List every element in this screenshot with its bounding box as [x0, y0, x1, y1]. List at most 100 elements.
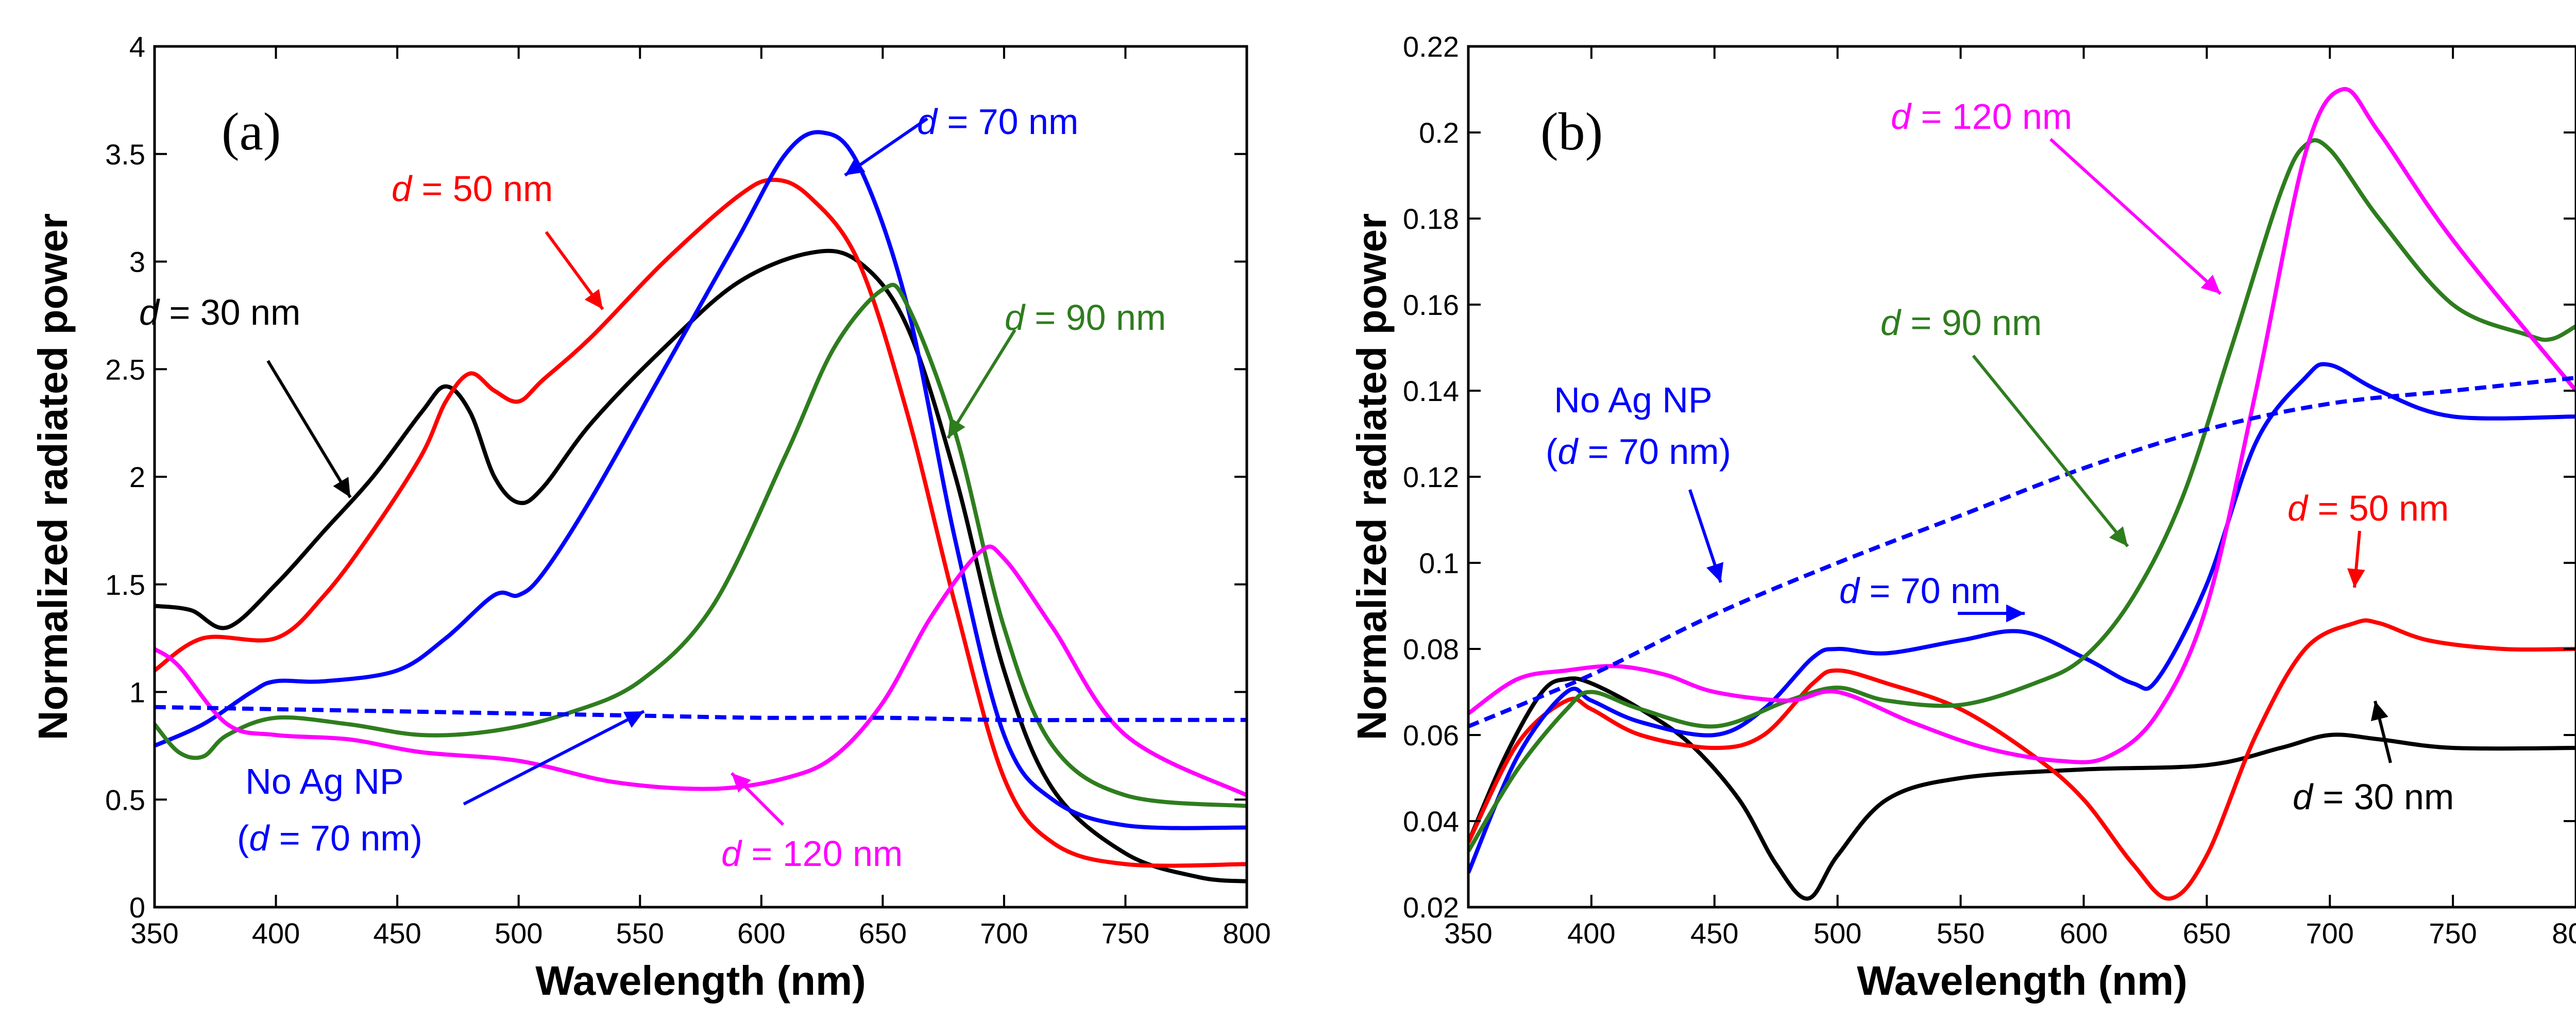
annotation-5: No Ag NP (d = 70 nm)	[1546, 380, 1731, 583]
y-tick-label: 0.02	[1403, 891, 1459, 924]
annotation-0: d = 30 nm	[2293, 700, 2454, 817]
annotation-1: d = 50 nm	[2287, 488, 2449, 588]
y-tick-label: 0.16	[1403, 289, 1459, 321]
annotation-label: d = 30 nm	[139, 292, 300, 332]
y-tick-label: 3.5	[105, 138, 145, 171]
x-tick-label: 500	[495, 917, 543, 949]
annotation-3: d = 90 nm	[1880, 303, 2129, 547]
x-tick-label: 400	[1567, 917, 1615, 949]
series-line-5	[155, 705, 1247, 723]
x-tick-label: 600	[2060, 917, 2108, 949]
panel-label: (a)	[222, 102, 281, 161]
series-line-2	[155, 130, 1247, 830]
annotation-arrowhead	[2006, 604, 2025, 623]
annotation-arrowhead	[2200, 274, 2221, 294]
x-tick-label: 650	[859, 917, 907, 949]
annotation-arrowhead	[333, 477, 350, 497]
y-tick-label: 0.2	[1419, 116, 1459, 149]
y-tick-label: 2.5	[105, 353, 145, 386]
x-tick-label: 700	[2306, 917, 2354, 949]
series-line-2	[1468, 362, 2576, 874]
x-tick-label: 450	[373, 917, 421, 949]
y-tick-label: 0.22	[1403, 30, 1459, 63]
y-tick-label: 1.5	[105, 569, 145, 601]
annotation-line1: No Ag NP	[245, 761, 403, 802]
series-line-4	[1468, 87, 2576, 764]
y-tick-label: 0.12	[1403, 461, 1459, 493]
y-tick-label: 0.18	[1403, 203, 1459, 235]
x-axis-label: Wavelength (nm)	[535, 958, 866, 1004]
annotation-label: d = 50 nm	[392, 169, 553, 209]
y-tick-label: 3	[129, 246, 145, 278]
annotation-arrowhead	[845, 157, 866, 175]
y-tick-label: 0.14	[1403, 375, 1459, 407]
annotation-arrow	[1972, 355, 2129, 547]
y-tick-label: 0.06	[1403, 719, 1459, 752]
annotation-arrowhead	[2347, 568, 2365, 588]
annotation-arrowhead	[732, 773, 751, 793]
annotation-3: d = 90 nm	[946, 297, 1166, 439]
annotation-4: d = 120 nm	[721, 772, 903, 874]
annotation-arrowhead	[2109, 526, 2128, 546]
x-tick-label: 650	[2183, 917, 2231, 949]
annotation-arrowhead	[1706, 562, 1724, 582]
annotation-label: (d = 70 nm)	[1546, 431, 1731, 472]
x-tick-label: 800	[1223, 917, 1270, 949]
annotation-label: d = 90 nm	[1005, 297, 1166, 338]
annotation-arrow	[463, 710, 645, 806]
x-tick-label: 750	[1101, 917, 1149, 949]
series-line-5	[1468, 375, 2576, 728]
annotation-0: d = 30 nm	[139, 292, 352, 498]
annotation-label: d = 30 nm	[2293, 777, 2454, 817]
annotation-1: d = 50 nm	[392, 169, 604, 310]
y-tick-label: 1	[129, 676, 145, 709]
x-tick-label: 350	[1444, 917, 1492, 949]
x-tick-label: 400	[252, 917, 300, 949]
x-tick-label: 550	[1937, 917, 1985, 949]
annotation-5: No Ag NP (d = 70 nm)	[237, 710, 645, 858]
y-tick-label: 0.08	[1403, 633, 1459, 665]
series-line-0	[1468, 676, 2576, 901]
x-tick-label: 550	[616, 917, 664, 949]
y-tick-label: 0.1	[1419, 547, 1459, 579]
annotation-arrowhead	[948, 418, 965, 438]
y-tick-label: 2	[129, 461, 145, 493]
chart-a: 350 400 450 500 550 600 650 700 750 800 0 0.5 1 1.5 2 2…	[30, 30, 1271, 1004]
annotation-label: d = 70 nm	[1839, 571, 2001, 611]
y-tick-label: 0	[129, 891, 145, 924]
annotation-label: d = 90 nm	[1880, 303, 2042, 343]
series-line-0	[155, 248, 1247, 883]
series-group	[155, 130, 1247, 883]
y-axis-label: Normalized radiated power	[30, 213, 76, 740]
annotation-arrow	[2049, 138, 2222, 295]
annotation-4: d = 120 nm	[1891, 96, 2222, 295]
annotation-line1: No Ag NP	[1554, 380, 1712, 420]
x-tick-label: 500	[1814, 917, 1861, 949]
x-axis-label: Wavelength (nm)	[1857, 958, 2187, 1004]
series-group	[1468, 87, 2576, 901]
x-tick-label: 700	[980, 917, 1028, 949]
series-line-1	[1468, 618, 2576, 901]
panel-label: (b)	[1540, 102, 1603, 161]
y-tick-label: 4	[129, 30, 145, 63]
annotation-2: d = 70 nm	[1839, 571, 2025, 623]
x-tick-label: 350	[130, 917, 178, 949]
annotation-arrowhead	[584, 289, 603, 309]
y-axis-label: Normalized radiated power	[1349, 213, 1395, 740]
x-tick-label: 600	[737, 917, 785, 949]
annotation-label: d = 50 nm	[2287, 488, 2449, 528]
series-line-3	[1468, 138, 2576, 853]
y-tick-label: 0.5	[105, 783, 145, 816]
x-tick-label: 450	[1690, 917, 1738, 949]
annotation-label: d = 120 nm	[1891, 96, 2072, 137]
series-line-1	[155, 177, 1247, 868]
annotation-label: d = 120 nm	[721, 833, 903, 874]
annotation-arrow	[266, 360, 352, 498]
x-tick-label: 750	[2429, 917, 2477, 949]
series-line-3	[155, 282, 1247, 808]
chart-b: 350 400 450 500 550 600 650 700 750 800 0.02 0.04 0.…	[1349, 30, 2576, 1004]
annotation-label: (d = 70 nm)	[237, 818, 422, 858]
series-line-4	[155, 544, 1247, 797]
x-tick-label: 800	[2552, 917, 2576, 949]
